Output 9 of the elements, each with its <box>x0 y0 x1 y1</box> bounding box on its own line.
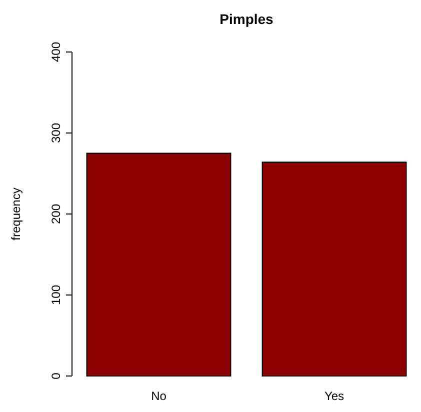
y-axis-title: frequency <box>9 188 23 240</box>
y-tick-label: 200 <box>49 204 63 224</box>
y-tick-label: 0 <box>49 372 63 380</box>
y-tick-label: 300 <box>49 122 63 144</box>
y-tick-label: 100 <box>49 284 63 306</box>
y-tick-label: 400 <box>49 42 63 62</box>
x-tick-label: No <box>151 389 167 403</box>
x-tick-label: Yes <box>324 389 344 403</box>
chart-title: Pimples <box>220 11 274 27</box>
